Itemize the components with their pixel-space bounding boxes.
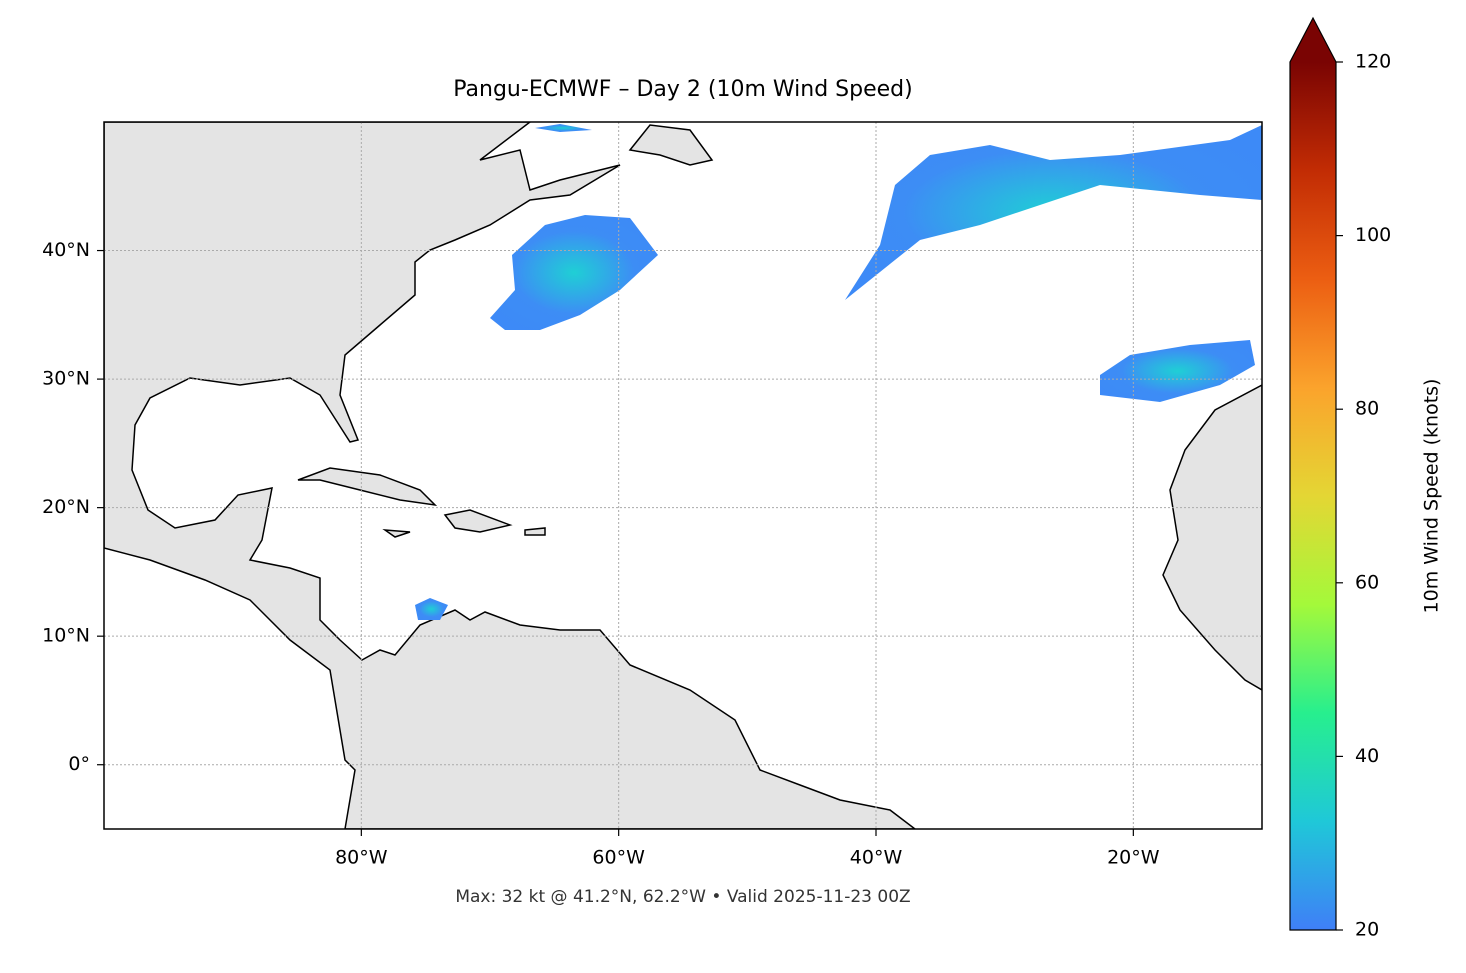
footnote: Max: 32 kt @ 41.2°N, 62.2°W • Valid 2025… [455, 887, 910, 907]
x-tick-label: 60°W [592, 847, 645, 869]
wind-area [415, 598, 448, 620]
colorbar-gradient [1290, 62, 1336, 930]
chart-title: Pangu-ECMWF – Day 2 (10m Wind Speed) [453, 77, 912, 102]
x-tick-label: 20°W [1107, 847, 1160, 869]
wind-area [490, 215, 658, 330]
map-layer [104, 122, 1262, 829]
colorbar-tick-label: 80 [1355, 398, 1379, 420]
y-tick-label: 10°N [42, 625, 90, 647]
colorbar-outline [1289, 16, 1337, 931]
colorbar-tick-label: 20 [1355, 919, 1379, 941]
y-tick-label: 20°N [42, 496, 90, 518]
y-tick-label: 0° [68, 753, 90, 775]
colorbar: 20 40 60 80 100 120 10m Wind Speed (knots) [1289, 16, 1443, 941]
wind-area [535, 124, 592, 132]
americas [104, 122, 917, 829]
cuba [297, 467, 438, 507]
y-tick-label: 40°N [42, 239, 90, 261]
africa [1162, 384, 1262, 691]
colorbar-tick-label: 40 [1355, 745, 1379, 767]
colorbar-extend [1290, 18, 1336, 62]
hispaniola [443, 509, 513, 533]
colorbar-tick-label: 120 [1355, 51, 1391, 73]
y-tick-label: 30°N [42, 368, 90, 390]
x-tick-label: 80°W [335, 847, 388, 869]
wind-area [1100, 340, 1255, 402]
newfoundland [628, 124, 714, 166]
wind-area [845, 125, 1262, 300]
colorbar-tick-label: 100 [1355, 224, 1391, 246]
x-tick-label: 40°W [850, 847, 903, 869]
puerto-rico [524, 527, 546, 536]
colorbar-label: 10m Wind Speed (knots) [1421, 379, 1443, 614]
colorbar-tick-label: 60 [1355, 571, 1379, 593]
jamaica [382, 529, 411, 538]
map-frame [103, 121, 1263, 830]
